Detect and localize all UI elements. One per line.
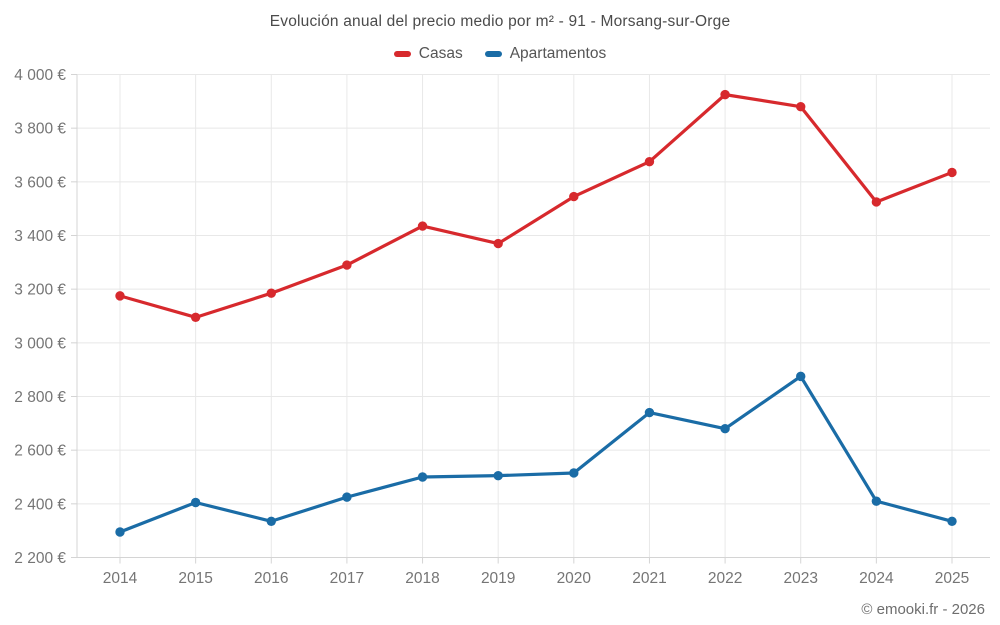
- y-tick-label: 4 000 €: [14, 67, 66, 84]
- y-tick-label: 2 800 €: [14, 389, 66, 406]
- data-point-casas-2024[interactable]: [871, 197, 882, 207]
- y-tick-label: 3 000 €: [14, 335, 66, 352]
- y-tick-label: 3 800 €: [14, 121, 66, 138]
- legend-item-casas[interactable]: Casas: [393, 45, 463, 63]
- x-tick-label: 2021: [632, 570, 666, 587]
- casas-legend-swatch-icon: [393, 51, 411, 57]
- x-tick-label: 2024: [859, 570, 894, 587]
- series-line-casas: [118, 93, 954, 319]
- x-tick-label: 2016: [254, 570, 288, 587]
- x-tick-label: 2019: [481, 570, 515, 587]
- data-point-casas-2017[interactable]: [342, 260, 352, 270]
- data-point-casas-2019[interactable]: [493, 238, 503, 249]
- x-tick-label: 2022: [708, 570, 742, 587]
- x-tick-label: 2015: [178, 570, 212, 587]
- data-point-casas-2015[interactable]: [190, 312, 201, 323]
- y-tick-label: 2 400 €: [14, 496, 66, 513]
- data-point-apartamentos-2022[interactable]: [720, 424, 730, 434]
- data-point-apartamentos-2014[interactable]: [115, 527, 125, 537]
- casas-legend-label: Casas: [418, 45, 463, 62]
- y-tick-label: 3 400 €: [14, 228, 66, 245]
- chart-title: Evolución anual del precio medio por m² …: [269, 13, 731, 30]
- data-point-casas-2025[interactable]: [947, 167, 957, 178]
- data-point-apartamentos-2020[interactable]: [569, 468, 579, 478]
- data-point-casas-2022[interactable]: [720, 89, 730, 100]
- data-point-casas-2016[interactable]: [266, 288, 276, 298]
- data-point-apartamentos-2024[interactable]: [871, 496, 882, 506]
- data-point-apartamentos-2016[interactable]: [266, 516, 276, 526]
- x-tick-label: 2018: [405, 570, 439, 587]
- y-tick-label: 2 200 €: [14, 550, 66, 567]
- legend-item-apartamentos[interactable]: Apartamentos: [484, 45, 607, 63]
- data-point-apartamentos-2019[interactable]: [493, 470, 503, 481]
- data-point-apartamentos-2021[interactable]: [644, 407, 655, 418]
- y-tick-label: 3 200 €: [14, 282, 66, 299]
- data-point-casas-2014[interactable]: [115, 291, 125, 301]
- apartamentos-legend-swatch-icon: [484, 51, 502, 57]
- x-tick-label: 2023: [783, 570, 817, 587]
- apartamentos-legend-label: Apartamentos: [509, 45, 607, 62]
- data-point-apartamentos-2015[interactable]: [190, 497, 201, 508]
- y-tick-label: 2 600 €: [14, 443, 66, 460]
- data-point-apartamentos-2025[interactable]: [947, 516, 957, 526]
- data-point-casas-2020[interactable]: [569, 191, 579, 202]
- data-point-casas-2021[interactable]: [644, 157, 655, 167]
- series-line-apartamentos: [118, 374, 954, 534]
- copyright-footer: © emooki.fr - 2026: [861, 601, 985, 618]
- x-tick-label: 2020: [557, 570, 592, 587]
- data-point-apartamentos-2023[interactable]: [796, 371, 806, 382]
- y-tick-label: 3 600 €: [14, 174, 66, 191]
- chart-legend: Casas Apartamentos: [0, 45, 1000, 63]
- data-point-apartamentos-2017[interactable]: [342, 492, 352, 502]
- data-point-apartamentos-2018[interactable]: [417, 472, 428, 482]
- data-point-casas-2023[interactable]: [796, 102, 806, 112]
- x-tick-label: 2017: [330, 570, 364, 587]
- data-point-casas-2018[interactable]: [417, 221, 428, 231]
- x-tick-label: 2014: [103, 570, 138, 587]
- x-tick-label: 2025: [935, 570, 969, 587]
